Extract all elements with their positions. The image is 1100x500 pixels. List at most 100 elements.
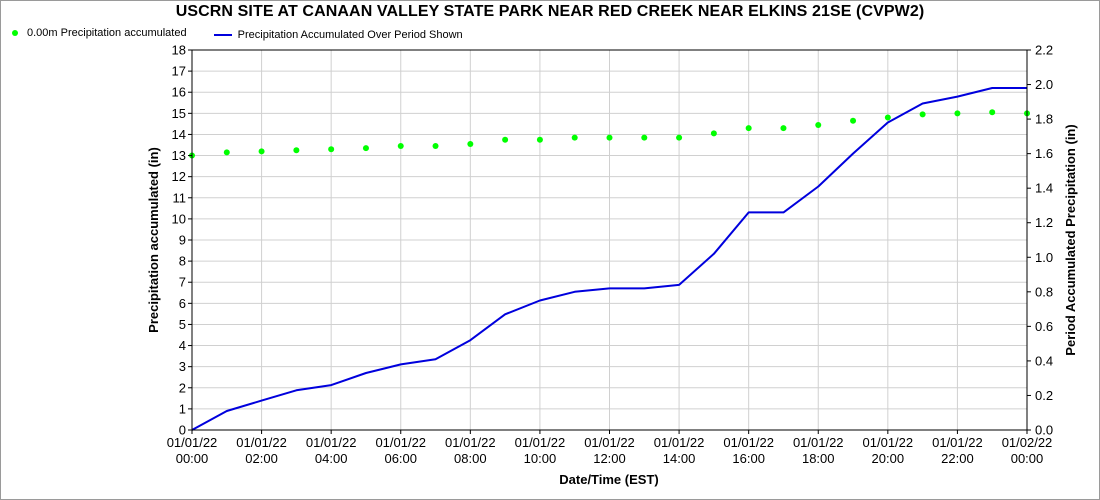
legend-label-points: 0.00m Precipitation accumulated <box>27 27 187 39</box>
accumulated-point <box>954 110 961 117</box>
y-left-tick-label: 18 <box>172 43 186 58</box>
accumulated-point <box>467 140 474 147</box>
x-tick-label-time: 10:00 <box>524 451 557 466</box>
accumulated-point <box>362 145 369 152</box>
legend-item-points: 0.00m Precipitation accumulated <box>12 27 187 39</box>
x-tick-label-time: 20:00 <box>872 451 905 466</box>
y-right-tick-label: 2.2 <box>1035 43 1053 58</box>
accumulated-point <box>571 134 578 141</box>
y-left-tick-label: 2 <box>179 380 186 395</box>
x-tick-label-date: 01/01/22 <box>863 435 914 450</box>
legend-item-line: Precipitation Accumulated Over Period Sh… <box>213 29 463 41</box>
y-left-tick-label: 4 <box>179 338 186 353</box>
x-tick-label-time: 04:00 <box>315 451 348 466</box>
y-left-tick-label: 12 <box>172 169 186 184</box>
accumulated-point <box>536 136 543 143</box>
y-right-ticks: 0.0 0.2 0.4 0.6 0.8 1.0 1.2 1.4 1.6 1.8 2.0 2.2 <box>1027 43 1053 438</box>
accumulated-point <box>780 125 787 132</box>
x-tick-label-date: 01/01/22 <box>932 435 983 450</box>
x-tick-label-time: 22:00 <box>941 451 974 466</box>
y-left-tick-label: 17 <box>172 64 186 79</box>
x-ticks: 01/01/2200:0001/01/2202:0001/01/2204:000… <box>167 430 1053 466</box>
x-tick-label-time: 06:00 <box>384 451 417 466</box>
accumulated-point <box>815 121 822 128</box>
x-tick-label-time: 14:00 <box>663 451 696 466</box>
accumulated-point <box>641 134 648 141</box>
y-right-tick-label: 0.8 <box>1035 284 1053 299</box>
y-left-tick-label: 8 <box>179 254 186 269</box>
y-left-tick-label: 10 <box>172 211 186 226</box>
period-precip-line <box>191 87 1027 431</box>
series-period-line <box>191 87 1027 431</box>
x-tick-label-date: 01/01/22 <box>584 435 635 450</box>
legend-line-marker <box>213 34 232 36</box>
x-tick-label-time: 12:00 <box>593 451 626 466</box>
accumulated-point <box>432 143 439 150</box>
x-axis-label: Date/Time (EST) <box>559 472 658 487</box>
y-left-tick-label: 11 <box>173 190 187 205</box>
x-tick-label-date: 01/01/22 <box>654 435 705 450</box>
y-right-tick-label: 2.0 <box>1035 77 1053 92</box>
x-tick-label-date: 01/01/22 <box>236 435 287 450</box>
y-right-tick-label: 0.0 <box>1035 423 1053 438</box>
x-tick-label-time: 16:00 <box>732 451 765 466</box>
x-tick-label-time: 18:00 <box>802 451 835 466</box>
x-tick-label-time: 00:00 <box>1011 451 1044 466</box>
accumulated-point <box>328 146 335 153</box>
x-tick-label-date: 01/01/22 <box>445 435 496 450</box>
x-tick-label-date: 01/01/22 <box>515 435 566 450</box>
x-tick-label-date: 01/01/22 <box>375 435 426 450</box>
x-tick-label-time: 02:00 <box>245 451 278 466</box>
accumulated-point <box>884 114 891 121</box>
y-right-tick-label: 1.0 <box>1035 250 1053 265</box>
x-tick-label-date: 01/02/22 <box>1002 435 1053 450</box>
y-left-tick-label: 3 <box>179 359 186 374</box>
x-tick-label-date: 01/01/22 <box>306 435 357 450</box>
accumulated-point <box>745 125 752 132</box>
accumulated-point <box>397 143 404 150</box>
x-tick-label-date: 01/01/22 <box>723 435 774 450</box>
grid-lines <box>191 49 1028 431</box>
accumulated-point <box>258 148 265 155</box>
y-left-tick-label: 16 <box>172 85 186 100</box>
accumulated-point <box>850 117 857 124</box>
legend-label-line: Precipitation Accumulated Over Period Sh… <box>237 29 463 41</box>
y-left-tick-label: 1 <box>179 401 186 416</box>
x-tick-label-date: 01/01/22 <box>793 435 844 450</box>
accumulated-point <box>989 109 996 116</box>
y-left-tick-label: 5 <box>179 317 186 332</box>
x-tick-label-date: 01/01/22 <box>167 435 218 450</box>
accumulated-point <box>710 130 717 137</box>
y-right-tick-label: 0.6 <box>1035 319 1053 334</box>
accumulated-point <box>919 111 926 118</box>
y-left-tick-label: 0 <box>179 423 186 438</box>
accumulated-point <box>502 136 509 143</box>
y-left-tick-label: 13 <box>172 148 186 163</box>
y-right-tick-label: 0.2 <box>1035 388 1053 403</box>
accumulated-point <box>606 134 613 141</box>
y-right-tick-label: 1.4 <box>1035 181 1053 196</box>
accumulated-point <box>676 134 683 141</box>
y-left-tick-label: 14 <box>172 127 186 142</box>
y-left-axis-label: Precipitation accumulated (in) <box>146 147 161 333</box>
y-right-axis-label: Period Accumulated Precipitation (in) <box>1063 124 1078 355</box>
accumulated-point <box>223 149 230 156</box>
y-right-tick-label: 1.2 <box>1035 215 1053 230</box>
series-accumulated-points <box>189 109 1030 159</box>
y-left-tick-label: 9 <box>179 233 186 248</box>
legend: 0.00m Precipitation accumulated Precipit… <box>12 27 487 41</box>
chart-title: USCRN SITE AT CANAAN VALLEY STATE PARK N… <box>175 3 925 20</box>
accumulated-point <box>293 147 300 154</box>
y-right-tick-label: 1.8 <box>1035 112 1053 127</box>
y-left-tick-label: 7 <box>179 275 186 290</box>
y-left-tick-label: 15 <box>172 106 186 121</box>
y-left-tick-label: 6 <box>179 296 186 311</box>
x-tick-label-time: 00:00 <box>176 451 209 466</box>
y-right-tick-label: 1.6 <box>1035 146 1053 161</box>
legend-point-marker <box>12 30 18 36</box>
y-right-tick-label: 0.4 <box>1035 353 1053 368</box>
x-tick-label-time: 08:00 <box>454 451 487 466</box>
